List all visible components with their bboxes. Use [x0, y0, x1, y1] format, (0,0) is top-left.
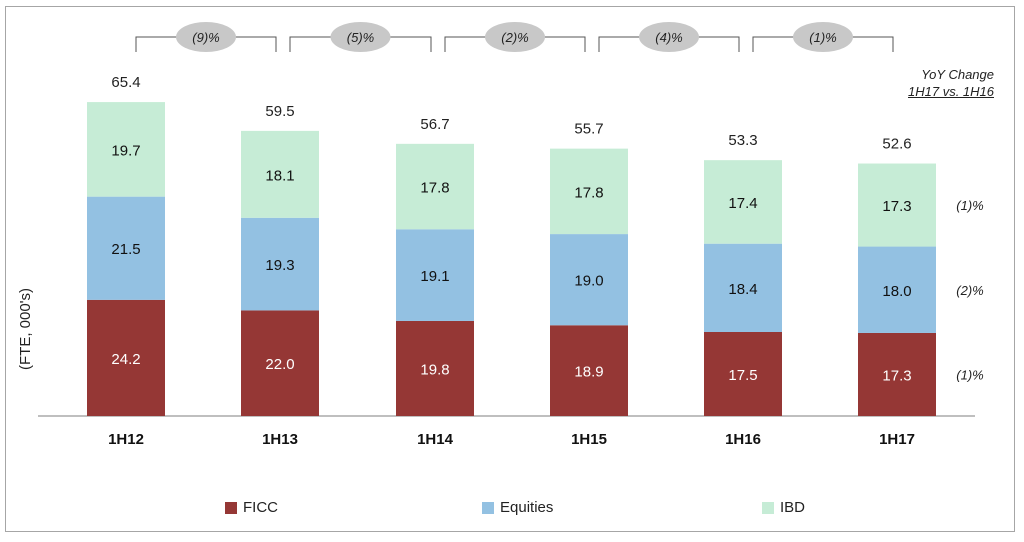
- data-label-ibd-1h12: 19.7: [111, 142, 140, 159]
- bar-ficc-1h13: [241, 310, 319, 416]
- data-label-ficc-1h15: 18.9: [574, 364, 603, 381]
- change-label-4: (4)%: [655, 30, 682, 45]
- legend-item-equities: Equities: [482, 499, 553, 516]
- y-axis-label: (FTE, 000's): [17, 288, 34, 370]
- legend-item-ficc: FICC: [225, 499, 278, 516]
- chart-frame: [5, 6, 1015, 532]
- total-label-1h17: 52.6: [882, 136, 911, 153]
- change-oval-4: [639, 22, 699, 52]
- bar-ficc-1h15: [550, 325, 628, 416]
- bar-equities-1h15: [550, 234, 628, 326]
- data-label-equities-1h12: 21.5: [111, 241, 140, 258]
- bar-ficc-1h17: [858, 332, 936, 416]
- data-label-ibd-1h17: 17.3: [882, 198, 911, 215]
- data-label-ficc-1h12: 24.2: [111, 351, 140, 368]
- data-label-ibd-1h16: 17.4: [728, 195, 757, 212]
- bar-ficc-1h16: [704, 332, 782, 416]
- total-label-1h16: 53.3: [728, 132, 757, 149]
- x-tick-label-1h16: 1H16: [725, 431, 761, 448]
- total-label-1h14: 56.7: [420, 116, 449, 133]
- legend-label-ibd: IBD: [780, 499, 806, 516]
- bar-ficc-1h12: [87, 299, 165, 416]
- change-oval-5: [793, 22, 853, 52]
- total-label-1h13: 59.5: [265, 103, 294, 120]
- legend: FICC Equities IBD: [0, 499, 1024, 523]
- total-label-1h12: 65.4: [111, 74, 140, 91]
- data-label-ibd-1h14: 17.8: [420, 180, 449, 197]
- change-label-5: (1)%: [809, 30, 836, 45]
- data-label-equities-1h14: 19.1: [420, 268, 449, 285]
- data-label-ibd-1h15: 17.8: [574, 184, 603, 201]
- total-label-1h15: 55.7: [574, 121, 603, 138]
- bar-ibd-1h17: [858, 163, 936, 247]
- bar-equities-1h12: [87, 196, 165, 300]
- data-label-equities-1h13: 19.3: [265, 257, 294, 274]
- x-tick-label-1h15: 1H15: [571, 431, 607, 448]
- legend-item-ibd: IBD: [762, 499, 805, 516]
- bar-ibd-1h16: [704, 160, 782, 244]
- legend-label-ficc: FICC: [243, 499, 278, 516]
- bar-equities-1h16: [704, 243, 782, 332]
- change-label-2: (5)%: [347, 30, 374, 45]
- bar-ibd-1h15: [550, 148, 628, 235]
- data-label-equities-1h15: 19.0: [574, 273, 603, 290]
- data-label-ficc-1h14: 19.8: [420, 361, 449, 378]
- bar-ibd-1h13: [241, 130, 319, 218]
- yoy-header: YoY Change 1H17 vs. 1H16: [908, 66, 994, 100]
- legend-swatch-ibd: [762, 501, 774, 514]
- bar-ibd-1h14: [396, 143, 474, 230]
- yoy-change-equities: (2)%: [956, 283, 983, 298]
- x-tick-label-1h17: 1H17: [879, 431, 915, 448]
- change-oval-2: [330, 22, 391, 52]
- change-label-3: (2)%: [501, 30, 528, 45]
- data-label-equities-1h17: 18.0: [882, 283, 911, 300]
- legend-swatch-equities: [482, 501, 494, 514]
- data-label-ficc-1h13: 22.0: [265, 356, 294, 373]
- data-label-ficc-1h16: 17.5: [728, 367, 757, 384]
- bar-equities-1h13: [241, 217, 319, 311]
- data-label-ficc-1h17: 17.3: [882, 367, 911, 384]
- legend-swatch-ficc: [225, 501, 237, 514]
- yoy-change-ibd: (1)%: [956, 198, 983, 213]
- bar-ibd-1h12: [87, 102, 165, 197]
- change-label-1: (9)%: [192, 30, 219, 45]
- bar-ficc-1h14: [396, 320, 474, 416]
- legend-label-equities: Equities: [500, 499, 554, 516]
- data-label-equities-1h16: 18.4: [728, 281, 757, 298]
- change-oval-3: [485, 22, 545, 52]
- data-label-ibd-1h13: 18.1: [265, 167, 294, 184]
- x-tick-label-1h14: 1H14: [417, 431, 454, 448]
- x-tick-label-1h13: 1H13: [262, 431, 298, 448]
- x-tick-label-1h12: 1H12: [108, 431, 144, 448]
- yoy-header-title: YoY Change: [921, 67, 994, 82]
- bar-equities-1h14: [396, 229, 474, 321]
- yoy-header-subtitle: 1H17 vs. 1H16: [908, 84, 994, 99]
- bar-equities-1h17: [858, 246, 936, 333]
- change-oval-1: [176, 22, 236, 52]
- yoy-change-ficc: (1)%: [956, 367, 983, 382]
